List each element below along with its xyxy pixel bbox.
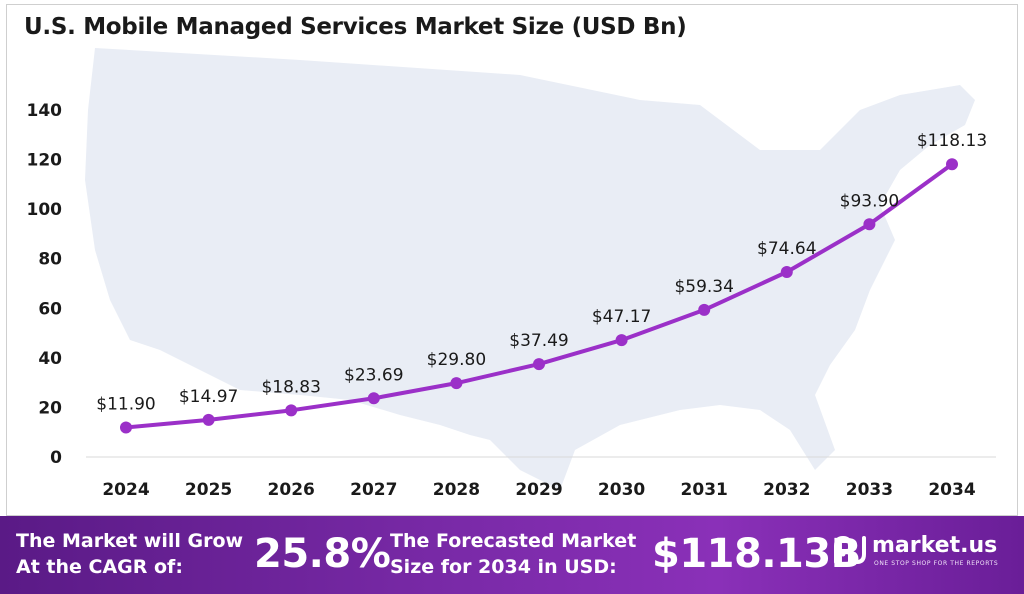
y-tick-label: 60 xyxy=(38,299,62,319)
y-tick-label: 120 xyxy=(27,151,63,171)
data-label: $11.90 xyxy=(96,395,155,415)
data-point xyxy=(615,334,628,347)
data-label: $18.83 xyxy=(261,377,320,397)
cagr-value: 25.8% xyxy=(254,531,391,577)
data-point xyxy=(946,158,958,171)
market-us-logo-icon xyxy=(834,535,866,565)
data-label: $74.64 xyxy=(757,239,816,259)
data-point xyxy=(202,413,215,426)
x-tick-label: 2027 xyxy=(350,480,397,500)
x-tick-label: 2031 xyxy=(681,480,728,500)
forecast-value: $118.13B xyxy=(652,531,861,577)
x-tick-label: 2032 xyxy=(763,480,810,500)
y-tick-label: 20 xyxy=(38,398,62,418)
chart-title: U.S. Mobile Managed Services Market Size… xyxy=(24,14,687,40)
x-tick-label: 2033 xyxy=(846,480,893,500)
cagr-text-line1: The Market will Grow xyxy=(16,530,244,552)
data-label: $29.80 xyxy=(427,350,486,370)
data-point xyxy=(863,218,876,231)
x-tick-label: 2034 xyxy=(928,480,975,500)
data-label: $93.90 xyxy=(840,191,899,211)
x-tick-label: 2025 xyxy=(185,480,232,500)
data-point xyxy=(533,358,545,371)
x-tick-label: 2028 xyxy=(433,480,480,500)
us-map-silhouette xyxy=(85,48,975,490)
y-tick-label: 80 xyxy=(38,250,62,270)
data-label: $59.34 xyxy=(674,277,733,297)
stats-banner: The Market will Grow At the CAGR of: 25.… xyxy=(0,516,1024,594)
data-label: $118.13 xyxy=(917,131,987,151)
x-tick-label: 2029 xyxy=(515,480,562,500)
data-label: $47.17 xyxy=(592,307,651,327)
chart-svg: 0 20 40 60 80 100 120 140 2024 2025 2026 2027 2028 2… xyxy=(27,48,996,500)
data-point xyxy=(285,404,298,417)
y-tick-label: 100 xyxy=(27,200,63,220)
x-tick-label: 2030 xyxy=(598,480,645,500)
brand-tagline: ONE STOP SHOP FOR THE REPORTS xyxy=(874,560,999,567)
data-label: $37.49 xyxy=(509,331,568,351)
x-tick-label: 2024 xyxy=(102,480,149,500)
brand-name: market.us xyxy=(872,533,998,558)
data-label: $14.97 xyxy=(179,387,238,407)
data-point xyxy=(367,392,380,405)
data-point xyxy=(780,265,793,278)
data-point xyxy=(120,421,132,434)
forecast-text-line1: The Forecasted Market xyxy=(390,530,637,552)
data-point xyxy=(698,303,711,316)
data-point xyxy=(450,377,463,390)
y-tick-label: 0 xyxy=(50,448,62,468)
cagr-text-line2: At the CAGR of: xyxy=(16,556,183,578)
y-tick-label: 140 xyxy=(27,101,63,121)
forecast-text-line2: Size for 2034 in USD: xyxy=(390,556,617,578)
data-label: $23.69 xyxy=(344,365,403,385)
x-tick-label: 2026 xyxy=(268,480,315,500)
y-tick-label: 40 xyxy=(38,349,62,369)
